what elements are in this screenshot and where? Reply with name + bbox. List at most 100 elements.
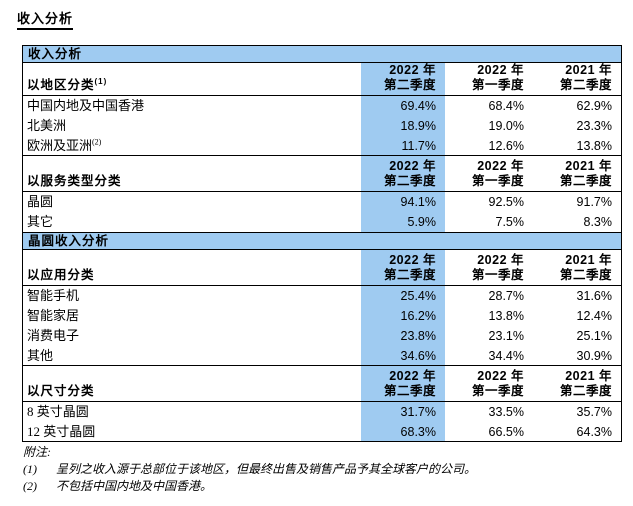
column-header-cell: 2022 年第二季度	[361, 250, 445, 285]
row-label: 中国内地及中国香港	[27, 98, 145, 113]
cell-value: 16.2%	[361, 306, 445, 326]
column-header-2022-q2: 2022 年第二季度	[383, 369, 436, 398]
column-header-2021-q2: 2021 年第二季度	[559, 159, 612, 188]
cell-value: 5.9%	[361, 212, 445, 232]
section-band-revenue-analysis: 收入分析	[23, 45, 621, 63]
cell-value: 34.4%	[488, 349, 524, 363]
table-row-smart-home: 智能家居 16.2% 13.8% 12.4%	[23, 306, 621, 326]
cell-value: 35.7%	[576, 405, 612, 419]
cell-value: 68.4%	[488, 99, 524, 113]
page-title: 收入分析	[17, 8, 74, 30]
table-row-north-america: 北美洲 18.9% 19.0% 23.3%	[23, 116, 621, 136]
row-label: 其他	[27, 348, 54, 363]
column-header-cell: 2022 年第二季度	[361, 156, 445, 191]
cell-value: 13.8%	[576, 139, 612, 153]
footnote-text: 呈列之收入源于总部位于该地区，但最终出售及销售产品予其全球客户的公司。	[56, 462, 477, 476]
cell-value: 91.7%	[576, 195, 612, 209]
footnote-ref-1: (1)	[94, 76, 108, 86]
group-header-row-service-type: 以服务类型分类 2022 年第二季度 2022 年第一季度 2021 年第二季度	[23, 156, 621, 192]
column-header-cell: 2021 年第二季度	[533, 156, 621, 191]
column-header-cell: 2022 年第一季度	[445, 250, 533, 285]
column-header-cell: 2021 年第二季度	[533, 366, 621, 401]
footnote-1: (1) 呈列之收入源于总部位于该地区，但最终出售及销售产品予其全球客户的公司。	[23, 461, 608, 478]
revenue-analysis-table: 收入分析 以地区分类(1) 2022 年第二季度 2022 年第一季度 2021…	[22, 45, 622, 442]
group-header-label-cell: 以地区分类(1)	[23, 74, 361, 95]
row-label: 欧洲及亚洲(2)	[27, 137, 102, 153]
column-header-2021-q2: 2021 年第二季度	[559, 253, 612, 282]
table-row-12-inch-wafer: 12 英寸晶圆 68.3% 66.5% 64.3%	[23, 422, 621, 442]
row-label: 消费电子	[27, 328, 80, 343]
row-label: 12 英寸晶圆	[27, 424, 96, 439]
column-header-cell: 2021 年第二季度	[533, 63, 621, 95]
row-label: 北美洲	[27, 118, 67, 133]
table-row-other-application: 其他 34.6% 34.4% 30.9%	[23, 346, 621, 366]
group-header-by-service-type: 以服务类型分类	[27, 174, 122, 188]
group-header-label-cell: 以应用分类	[23, 264, 361, 285]
cell-value: 23.3%	[576, 119, 612, 133]
table-row-consumer-electronics: 消费电子 23.8% 23.1% 25.1%	[23, 326, 621, 346]
group-header-by-size: 以尺寸分类	[27, 384, 95, 398]
cell-value: 18.9%	[361, 116, 445, 136]
cell-value: 94.1%	[361, 192, 445, 212]
cell-value: 62.9%	[576, 99, 612, 113]
row-label: 8 英寸晶圆	[27, 404, 89, 419]
footnote-number: (2)	[23, 479, 37, 493]
column-header-2022-q1: 2022 年第一季度	[471, 253, 524, 282]
footnote-text: 不包括中国内地及中国香港。	[56, 479, 213, 493]
cell-value: 33.5%	[488, 405, 524, 419]
cell-value: 34.6%	[361, 346, 445, 365]
cell-value: 12.6%	[488, 139, 524, 153]
cell-value: 13.8%	[488, 309, 524, 323]
cell-value: 8.3%	[583, 215, 613, 229]
group-header-label-cell: 以服务类型分类	[23, 170, 361, 191]
table-row-others-service: 其它 5.9% 7.5% 8.3%	[23, 212, 621, 232]
cell-value: 64.3%	[576, 425, 612, 439]
column-header-2022-q1: 2022 年第一季度	[471, 159, 524, 188]
column-header-2022-q2: 2022 年第二季度	[383, 159, 436, 188]
column-header-2022-q1: 2022 年第一季度	[471, 369, 524, 398]
row-label: 晶圆	[27, 194, 54, 209]
cell-value: 11.7%	[361, 136, 445, 155]
footnote-number: (1)	[23, 462, 37, 476]
group-header-row-region: 以地区分类(1) 2022 年第二季度 2022 年第一季度 2021 年第二季…	[23, 63, 621, 96]
group-header-row-size: 以尺寸分类 2022 年第二季度 2022 年第一季度 2021 年第二季度	[23, 366, 621, 402]
column-header-cell: 2022 年第一季度	[445, 156, 533, 191]
column-header-cell: 2022 年第一季度	[445, 63, 533, 95]
footnotes: 附注: (1) 呈列之收入源于总部位于该地区，但最终出售及销售产品予其全球客户的…	[23, 444, 608, 495]
column-header-2022-q2: 2022 年第二季度	[383, 63, 436, 92]
column-header-2022-q1: 2022 年第一季度	[471, 63, 524, 92]
row-label: 智能家居	[27, 308, 80, 323]
footnote-ref-2: (2)	[92, 137, 102, 147]
row-label: 其它	[27, 214, 54, 229]
column-header-cell: 2022 年第一季度	[445, 366, 533, 401]
cell-value: 92.5%	[488, 195, 524, 209]
cell-value: 7.5%	[495, 215, 525, 229]
table-row-china: 中国内地及中国香港 69.4% 68.4% 62.9%	[23, 96, 621, 116]
column-header-2022-q2: 2022 年第二季度	[383, 253, 436, 282]
table-row-8-inch-wafer: 8 英寸晶圆 31.7% 33.5% 35.7%	[23, 402, 621, 422]
section-band-wafer-revenue-analysis: 晶圆收入分析	[23, 232, 621, 250]
cell-value: 25.1%	[576, 329, 612, 343]
cell-value: 30.9%	[576, 349, 612, 363]
column-header-cell: 2022 年第二季度	[361, 366, 445, 401]
column-header-cell: 2022 年第二季度	[361, 63, 445, 95]
footnote-2: (2) 不包括中国内地及中国香港。	[23, 478, 608, 495]
cell-value: 69.4%	[361, 96, 445, 116]
cell-value: 19.0%	[488, 119, 524, 133]
cell-value: 66.5%	[488, 425, 524, 439]
cell-value: 68.3%	[361, 422, 445, 441]
table-row-smartphone: 智能手机 25.4% 28.7% 31.6%	[23, 286, 621, 306]
cell-value: 28.7%	[488, 289, 524, 303]
table-row-europe-asia: 欧洲及亚洲(2) 11.7% 12.6% 13.8%	[23, 136, 621, 156]
cell-value: 12.4%	[576, 309, 612, 323]
group-header-row-application: 以应用分类 2022 年第二季度 2022 年第一季度 2021 年第二季度	[23, 250, 621, 286]
cell-value: 23.1%	[488, 329, 524, 343]
cell-value: 31.7%	[361, 402, 445, 422]
cell-value: 31.6%	[576, 289, 612, 303]
column-header-2021-q2: 2021 年第二季度	[559, 63, 612, 92]
group-header-by-application: 以应用分类	[27, 268, 95, 282]
row-label: 智能手机	[27, 288, 80, 303]
column-header-2021-q2: 2021 年第二季度	[559, 369, 612, 398]
column-header-cell: 2021 年第二季度	[533, 250, 621, 285]
cell-value: 23.8%	[361, 326, 445, 346]
